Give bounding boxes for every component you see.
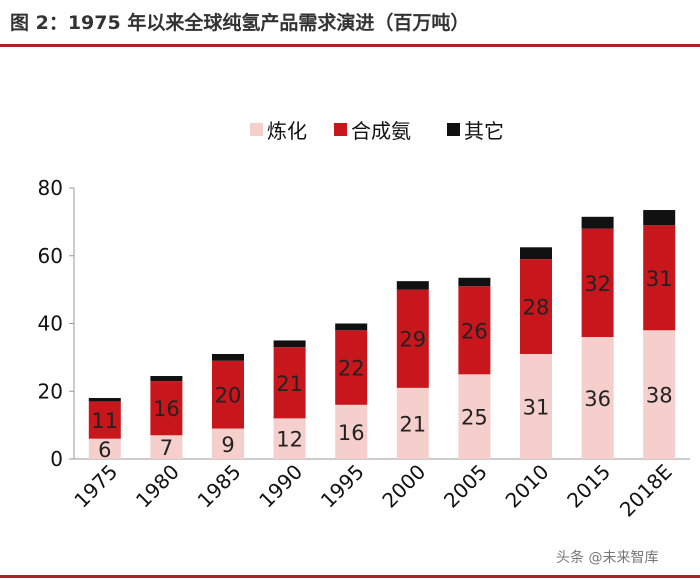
data-label: 22 bbox=[338, 357, 365, 381]
x-tick-label: 1980 bbox=[131, 460, 184, 513]
legend-label-3: 其它 bbox=[464, 119, 504, 143]
data-label: 21 bbox=[399, 412, 426, 436]
x-tick-label: 2005 bbox=[439, 460, 492, 513]
watermark: 头条 @未来智库 bbox=[556, 550, 659, 566]
bar-segment-3 bbox=[150, 376, 183, 382]
legend-swatch-1 bbox=[250, 123, 263, 136]
bar-segment-3 bbox=[335, 323, 368, 331]
data-label: 25 bbox=[461, 406, 488, 430]
bar-segment-3 bbox=[581, 216, 614, 229]
x-tick-label: 2015 bbox=[562, 460, 615, 513]
bar-segment-2 bbox=[520, 259, 552, 354]
data-label: 20 bbox=[215, 384, 242, 408]
x-tick-label: 1975 bbox=[69, 460, 122, 513]
bar-segment-2 bbox=[335, 330, 368, 405]
data-label: 7 bbox=[160, 436, 173, 460]
bar-segment-2 bbox=[273, 347, 306, 419]
bar-segment-2 bbox=[396, 289, 429, 388]
bar-segment-1 bbox=[273, 418, 306, 459]
x-tick-label: 2010 bbox=[501, 460, 554, 513]
data-label: 31 bbox=[646, 267, 673, 291]
x-tick-label: 1985 bbox=[193, 460, 246, 513]
bar-segment-3 bbox=[643, 210, 676, 226]
bar-segment-2 bbox=[150, 381, 183, 436]
x-tick-label: 1995 bbox=[316, 460, 369, 513]
bar-segment-1 bbox=[335, 404, 368, 459]
data-label: 12 bbox=[276, 428, 303, 452]
y-tick-label: 0 bbox=[50, 447, 63, 471]
bar-segment-1 bbox=[396, 387, 429, 459]
data-label: 28 bbox=[523, 296, 550, 320]
bar-segment-2 bbox=[212, 360, 244, 429]
bar-segment-3 bbox=[273, 340, 306, 348]
x-tick-label: 2018E bbox=[615, 460, 677, 522]
bar-segment-1 bbox=[581, 337, 614, 459]
data-label: 32 bbox=[584, 272, 611, 296]
data-label: 21 bbox=[276, 372, 303, 396]
data-label: 11 bbox=[91, 409, 118, 433]
bar-segment-1 bbox=[458, 374, 491, 459]
y-tick-label: 20 bbox=[38, 379, 63, 403]
y-tick-label: 40 bbox=[38, 312, 63, 336]
y-tick-label: 60 bbox=[38, 244, 63, 268]
data-label: 38 bbox=[646, 384, 673, 408]
data-label: 6 bbox=[98, 438, 111, 462]
bar-segment-3 bbox=[212, 353, 244, 361]
data-label: 29 bbox=[399, 328, 426, 352]
bar-segment-1 bbox=[88, 438, 121, 459]
x-tick-label: 2000 bbox=[377, 460, 430, 513]
bar-segment-2 bbox=[581, 228, 614, 338]
bar-segment-1 bbox=[212, 428, 244, 459]
title-rule bbox=[0, 44, 700, 47]
legend-label-2: 合成氨 bbox=[351, 119, 411, 143]
legend-label-1: 炼化 bbox=[267, 119, 307, 143]
bar-segment-1 bbox=[520, 353, 552, 459]
data-label: 36 bbox=[584, 387, 611, 411]
bar-segment-1 bbox=[643, 330, 676, 459]
data-label: 26 bbox=[461, 319, 488, 343]
data-label: 16 bbox=[338, 421, 365, 445]
data-label: 31 bbox=[523, 395, 550, 419]
bar-segment-2 bbox=[458, 286, 491, 375]
bar-segment-2 bbox=[643, 225, 676, 331]
bar-segment-1 bbox=[150, 435, 183, 459]
chart-title: 图 2：1975 年以来全球纯氢产品需求演进（百万吨） bbox=[10, 12, 470, 34]
bar-segment-2 bbox=[88, 401, 121, 439]
bar-segment-3 bbox=[458, 277, 491, 287]
data-label: 9 bbox=[221, 433, 234, 457]
legend-swatch-3 bbox=[447, 123, 460, 136]
bar-segment-3 bbox=[88, 398, 121, 402]
x-tick-label: 1990 bbox=[254, 460, 307, 513]
bar-segment-3 bbox=[396, 281, 429, 290]
bar-segment-3 bbox=[520, 247, 552, 260]
y-tick-label: 80 bbox=[38, 176, 63, 200]
bottom-rule bbox=[0, 575, 700, 578]
legend-swatch-2 bbox=[334, 123, 347, 136]
data-label: 16 bbox=[153, 397, 180, 421]
